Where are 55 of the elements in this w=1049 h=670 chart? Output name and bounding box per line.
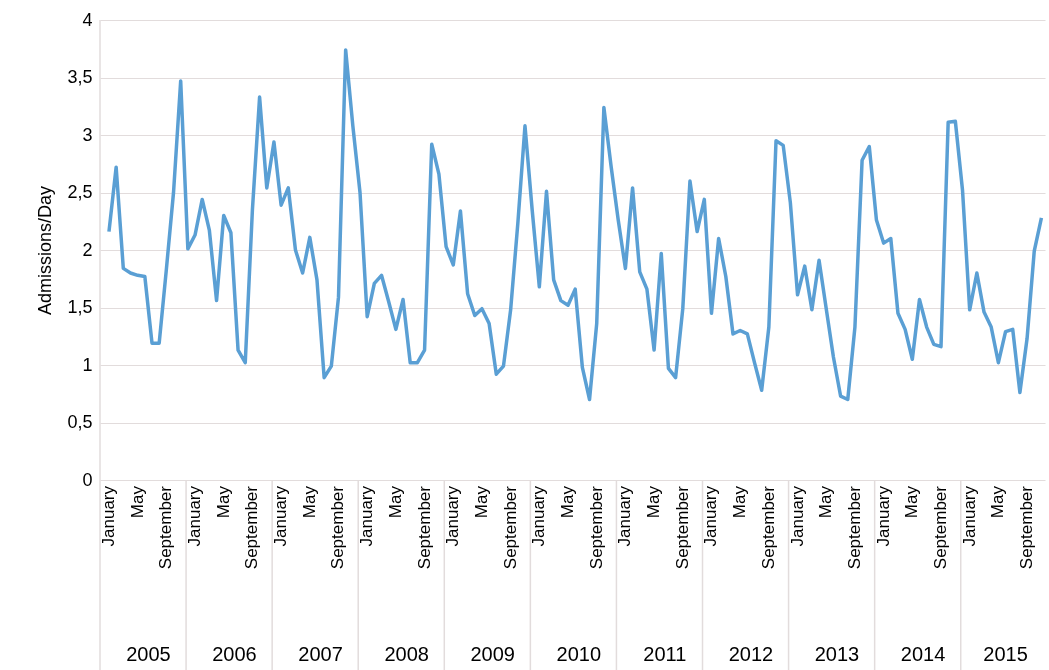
x-tick-label: September <box>586 485 606 570</box>
text: 2012 <box>728 643 774 665</box>
text: 2014 <box>900 643 946 665</box>
x-tick-label: September <box>931 485 950 570</box>
x-tick-label: September <box>1017 485 1037 570</box>
x-tick-label: May <box>558 485 578 519</box>
x-tick-label: January <box>529 485 549 547</box>
x-tick-label: January <box>787 485 807 547</box>
x-tick-label: September <box>242 485 262 570</box>
x-tick-label: September <box>672 485 692 570</box>
text: 2010 <box>556 643 602 665</box>
text: 2005 <box>126 643 171 665</box>
x-tick-label: September <box>414 485 434 570</box>
text: 2009 <box>470 643 515 665</box>
x-tick-label: January <box>615 485 635 547</box>
line-series <box>107 48 1044 402</box>
x-tick-label: May <box>127 485 147 519</box>
x-tick-label: January <box>357 485 377 547</box>
x-tick-label: May <box>644 485 664 519</box>
x-tick-label: May <box>385 485 405 519</box>
x-tick-label: May <box>816 485 836 519</box>
x-tick-label: January <box>959 485 979 547</box>
x-tick-label: May <box>902 485 922 519</box>
x-tick-label: May <box>730 485 750 519</box>
y-tick-label: 0,5 <box>67 412 93 432</box>
y-tick-label: 4 <box>82 9 93 30</box>
x-tick-label: January <box>271 485 291 547</box>
text: 2011 <box>643 643 687 665</box>
x-tick-label: September <box>758 485 778 570</box>
y-tick-label: 3,5 <box>67 67 93 87</box>
x-tick-label: May <box>471 485 491 519</box>
text: 2008 <box>384 643 429 665</box>
x-tick-label: January <box>98 485 118 547</box>
x-tick-label: January <box>701 485 721 547</box>
y-tick-label: 0 <box>82 469 93 490</box>
text: 2015 <box>983 643 1028 665</box>
x-tick-label: January <box>873 485 893 547</box>
y-tick-label: 1,5 <box>67 297 93 317</box>
x-tick-label: September <box>844 485 864 570</box>
text: 2006 <box>212 643 257 665</box>
y-tick-label: 1 <box>82 354 93 375</box>
y-axis-title: Admissions/Day <box>35 185 56 316</box>
x-tick-label: May <box>299 485 319 519</box>
text: 2013 <box>814 643 860 665</box>
x-tick-label: September <box>500 485 520 570</box>
text: 2007 <box>298 643 343 665</box>
x-tick-label: January <box>443 485 463 547</box>
y-tick-label: 2,5 <box>67 182 93 202</box>
x-tick-label: January <box>185 485 205 547</box>
x-tick-label: September <box>156 485 176 570</box>
y-tick-label: 2 <box>82 239 93 260</box>
x-tick-label: May <box>213 485 233 519</box>
y-tick-label: 3 <box>82 124 93 145</box>
x-tick-label: May <box>988 485 1008 519</box>
x-tick-label: September <box>328 485 348 570</box>
